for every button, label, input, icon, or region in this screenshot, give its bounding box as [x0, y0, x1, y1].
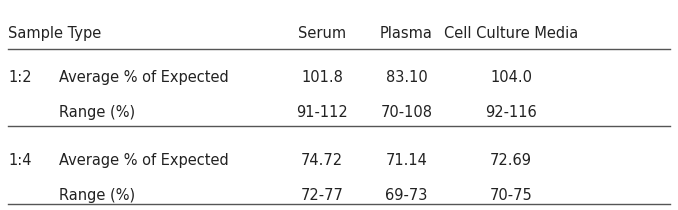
Text: 104.0: 104.0: [490, 70, 532, 85]
Text: Plasma: Plasma: [380, 26, 433, 41]
Text: 70-75: 70-75: [490, 188, 532, 203]
Text: Serum: Serum: [298, 26, 346, 41]
Text: 72.69: 72.69: [490, 153, 532, 168]
Text: Average % of Expected: Average % of Expected: [59, 70, 228, 85]
Text: 71.14: 71.14: [386, 153, 427, 168]
Text: Sample Type: Sample Type: [8, 26, 102, 41]
Text: Range (%): Range (%): [59, 188, 135, 203]
Text: Average % of Expected: Average % of Expected: [59, 153, 228, 168]
Text: 101.8: 101.8: [301, 70, 343, 85]
Text: 69-73: 69-73: [385, 188, 428, 203]
Text: Cell Culture Media: Cell Culture Media: [444, 26, 578, 41]
Text: 72-77: 72-77: [300, 188, 344, 203]
Text: 1:2: 1:2: [8, 70, 32, 85]
Text: 74.72: 74.72: [301, 153, 343, 168]
Text: 1:4: 1:4: [8, 153, 32, 168]
Text: 92-116: 92-116: [485, 105, 537, 120]
Text: 70-108: 70-108: [380, 105, 433, 120]
Text: 91-112: 91-112: [296, 105, 348, 120]
Text: Range (%): Range (%): [59, 105, 135, 120]
Text: 83.10: 83.10: [386, 70, 427, 85]
